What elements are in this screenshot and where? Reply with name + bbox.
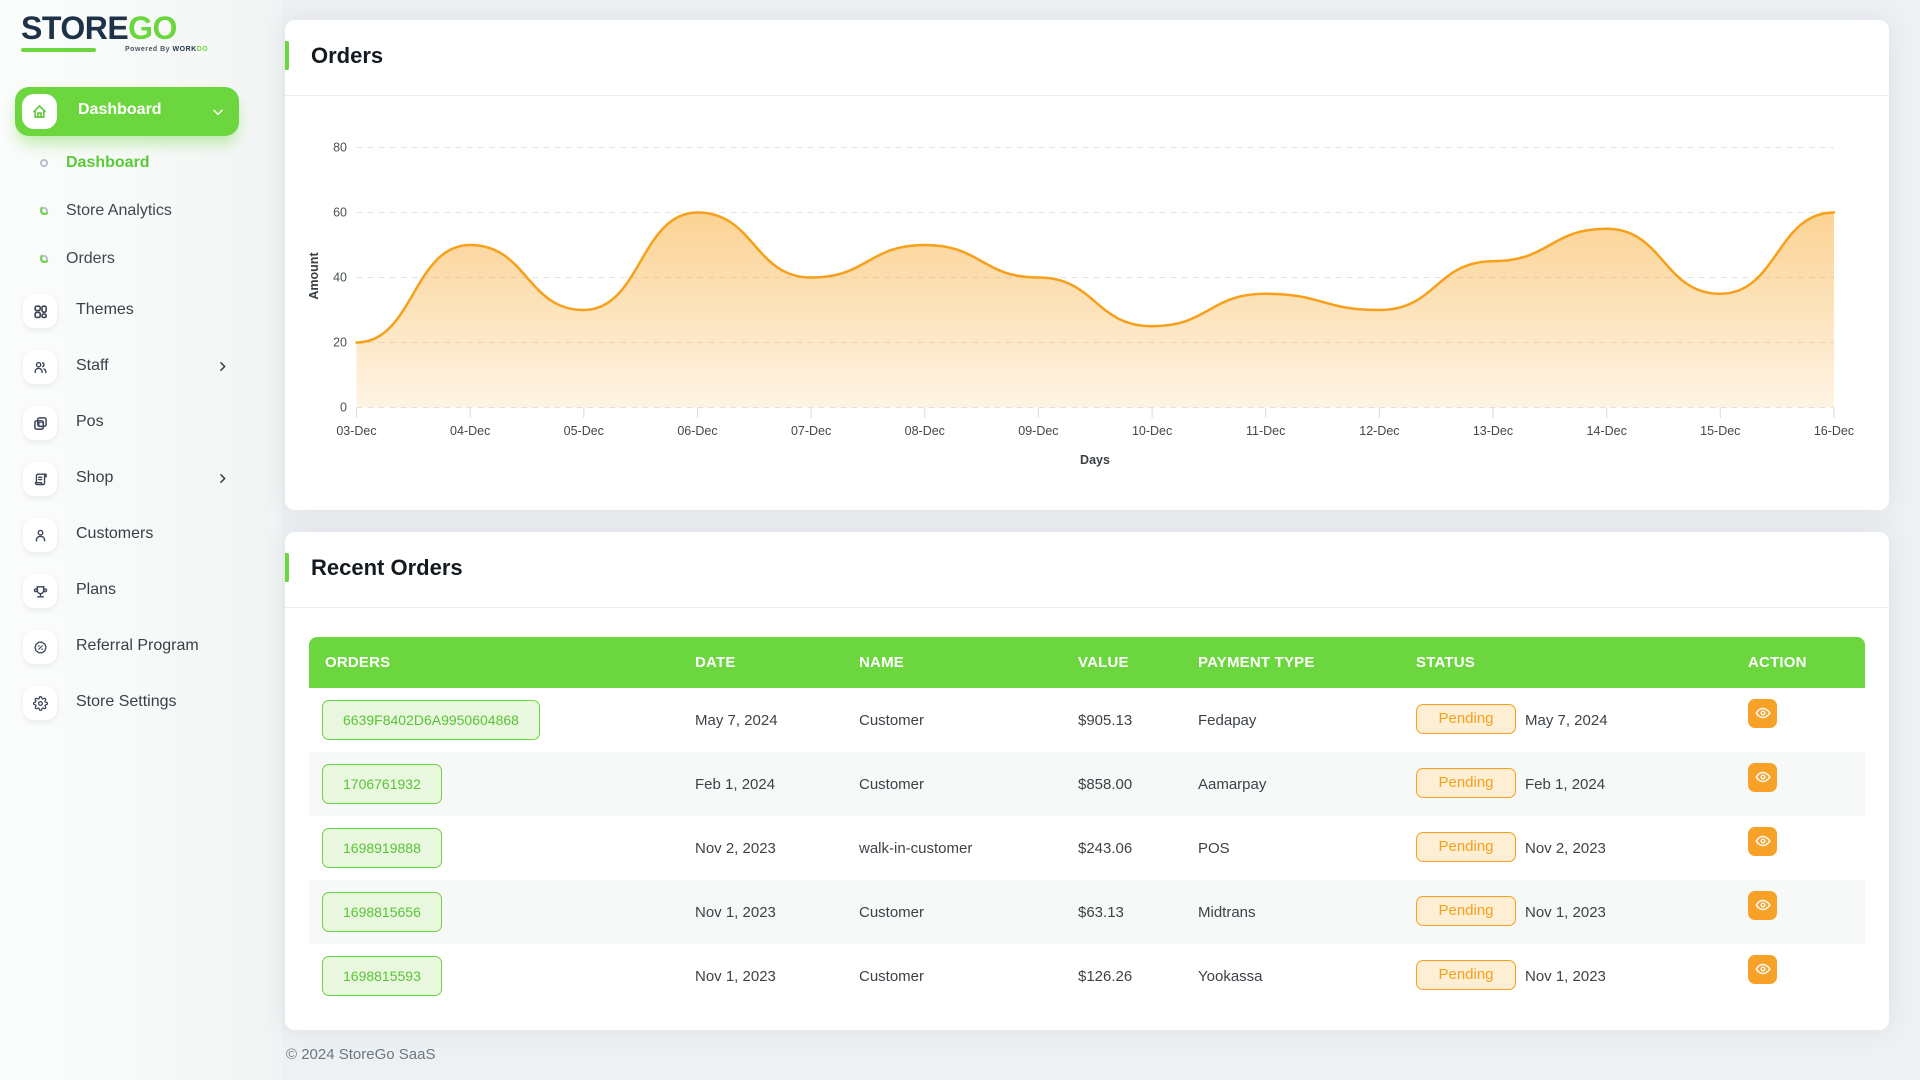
svg-text:80: 80 <box>333 141 347 155</box>
svg-text:16-Dec: 16-Dec <box>1814 424 1854 438</box>
svg-text:13-Dec: 13-Dec <box>1473 424 1513 438</box>
svg-text:05-Dec: 05-Dec <box>564 424 604 438</box>
svg-text:06-Dec: 06-Dec <box>677 424 717 438</box>
svg-text:0: 0 <box>340 401 347 415</box>
svg-text:07-Dec: 07-Dec <box>791 424 831 438</box>
svg-text:14-Dec: 14-Dec <box>1587 424 1627 438</box>
svg-text:Days: Days <box>1080 453 1110 467</box>
svg-text:11-Dec: 11-Dec <box>1246 424 1285 438</box>
svg-text:04-Dec: 04-Dec <box>450 424 490 438</box>
svg-text:60: 60 <box>333 206 347 220</box>
svg-text:08-Dec: 08-Dec <box>905 424 945 438</box>
svg-text:40: 40 <box>333 271 347 285</box>
svg-text:15-Dec: 15-Dec <box>1700 424 1740 438</box>
svg-text:09-Dec: 09-Dec <box>1018 424 1058 438</box>
svg-text:10-Dec: 10-Dec <box>1132 424 1172 438</box>
svg-text:03-Dec: 03-Dec <box>336 424 376 438</box>
svg-text:20: 20 <box>333 336 347 350</box>
svg-text:Amount: Amount <box>307 252 321 300</box>
svg-text:12-Dec: 12-Dec <box>1359 424 1399 438</box>
